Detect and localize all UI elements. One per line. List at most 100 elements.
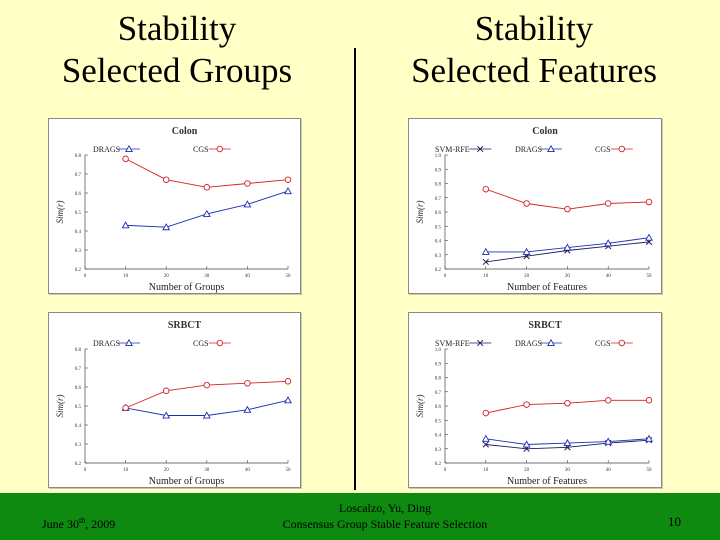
footer-date-day: June 30 (42, 517, 79, 531)
data-point-drags (284, 186, 292, 195)
legend-label-cgs: CGS (193, 145, 209, 154)
data-point-drags (604, 437, 613, 445)
chart-title: Colon (172, 126, 198, 137)
data-point-svm-rfe (482, 441, 489, 448)
data-point-drags (243, 405, 252, 413)
x-tick-label: 0 (84, 468, 87, 473)
data-point-drags (645, 233, 653, 241)
x-tick-label: 20 (164, 468, 170, 473)
title-line-2: Selected Groups (61, 51, 293, 90)
chart-svg: SRBCT SVM-RFE DRAGS CGS 0.2 0.3 0.4 0.5 0.6 0.7 0.… (415, 320, 653, 487)
y-tick-label: 0.2 (435, 462, 442, 467)
title-line-1: Stability (474, 9, 594, 48)
footer-date: June 30th, 2009 (42, 516, 115, 532)
data-point-cgs (523, 401, 530, 408)
x-tick-label: 40 (245, 274, 251, 279)
legend-label-drags: DRAGS (515, 339, 542, 348)
chart-colon-groups: Colon DRAGS CGS 0.2 0.3 0.4 0.5 0.6 0.7 0.8 0 10 20 3… (48, 118, 301, 294)
x-tick-label: 50 (647, 274, 653, 279)
y-tick-label: 0.6 (75, 192, 82, 197)
data-point-cgs (244, 379, 251, 387)
data-point-cgs (645, 198, 653, 206)
legend-label-cgs: CGS (595, 145, 611, 154)
data-point-cgs (203, 184, 211, 191)
x-tick-label: 30 (204, 274, 210, 279)
legend-marker-cgs (216, 339, 224, 347)
page-number: 10 (668, 514, 681, 529)
series-line-cgs (125, 158, 289, 188)
data-point-drags (604, 239, 613, 247)
y-axis-label: Sim(r) (55, 201, 65, 224)
y-tick-label: 0.6 (435, 405, 442, 410)
legend-label-svm-rfe: SVM-RFE (435, 339, 470, 348)
y-tick-label: 0.2 (435, 268, 442, 273)
footer-authors: Loscalzo, Yu, Ding (338, 501, 432, 515)
y-tick-label: 0.3 (75, 249, 82, 254)
legend-marker-cgs (216, 145, 224, 153)
x-tick-label: 10 (123, 274, 129, 279)
y-tick-label: 0.8 (75, 154, 82, 159)
data-point-cgs (564, 399, 571, 407)
chart-svg: Colon SVM-RFE DRAGS CGS 0.2 0.3 0.4 0.5 0.6 0.7 0.… (415, 126, 653, 293)
y-tick-label: 0.6 (75, 386, 82, 391)
x-tick-label: 40 (606, 274, 612, 279)
y-tick-label: 0.9 (435, 168, 442, 173)
x-tick-label: 40 (245, 468, 251, 473)
chart-colon-features: Colon SVM-RFE DRAGS CGS 0.2 0.3 0.4 0.5 0.6 0.7 0.… (408, 118, 662, 294)
y-tick-label: 1.0 (435, 348, 442, 353)
chart-svg: Colon DRAGS CGS 0.2 0.3 0.4 0.5 0.6 0.7 0.8 0 10 20 3… (55, 126, 292, 293)
chart-title: SRBCT (528, 320, 562, 331)
data-point-drags (243, 200, 252, 208)
title-line-1: Stability (117, 9, 237, 48)
data-point-drags (481, 434, 490, 442)
data-point-drags (645, 434, 653, 442)
legend-label-drags: DRAGS (515, 145, 542, 154)
y-tick-label: 0.7 (75, 367, 82, 372)
data-point-drags (563, 438, 572, 447)
legend-label-drags: DRAGS (93, 145, 120, 154)
legend-label-cgs: CGS (595, 339, 611, 348)
y-tick-label: 0.2 (75, 462, 82, 467)
legend-marker-cgs (618, 339, 626, 347)
chart-srbct-groups: SRBCT DRAGS CGS 0.2 0.3 0.4 0.5 0.6 0.7 0.8 0 10 20 3… (48, 312, 301, 488)
legend-marker-cgs (618, 145, 626, 153)
y-axis-label: Sim(r) (415, 395, 425, 418)
y-tick-label: 0.7 (435, 391, 442, 396)
data-point-cgs (482, 409, 490, 417)
data-point-drags (284, 396, 292, 404)
x-axis-label: Number of Features (507, 282, 587, 293)
x-tick-label: 0 (84, 274, 87, 279)
y-tick-label: 0.4 (75, 230, 82, 235)
footer-bar (0, 493, 720, 540)
data-point-cgs (482, 185, 490, 193)
y-tick-label: 0.5 (435, 225, 442, 230)
x-tick-label: 0 (444, 468, 447, 473)
y-tick-label: 0.3 (435, 254, 442, 259)
x-tick-label: 30 (204, 468, 210, 473)
data-point-cgs (203, 381, 211, 389)
y-tick-label: 0.9 (435, 362, 442, 367)
legend-marker-svm-rfe (477, 339, 484, 347)
data-point-drags (162, 223, 171, 231)
legend-marker-drags (547, 144, 555, 153)
x-tick-label: 40 (606, 468, 612, 473)
legend-marker-drags (125, 338, 133, 347)
x-axis-label: Number of Groups (149, 476, 225, 487)
legend-label-drags: DRAGS (93, 339, 120, 348)
x-tick-label: 10 (483, 468, 489, 473)
legend-marker-svm-rfe (477, 145, 484, 153)
data-point-cgs (284, 176, 292, 183)
data-point-drags (121, 221, 130, 229)
series-line-drags (125, 190, 289, 228)
chart-svg: SRBCT DRAGS CGS 0.2 0.3 0.4 0.5 0.6 0.7 0.8 0 10 20 3… (55, 320, 292, 487)
y-tick-label: 0.6 (435, 211, 442, 216)
data-point-cgs (523, 200, 530, 207)
data-point-cgs (564, 205, 571, 213)
x-tick-label: 0 (444, 274, 447, 279)
x-tick-label: 50 (286, 274, 292, 279)
footer-center: Loscalzo, Yu, Ding Consensus Group Stabl… (240, 500, 530, 532)
data-point-svm-rfe (482, 258, 489, 266)
x-tick-label: 20 (524, 274, 530, 279)
y-tick-label: 1.0 (435, 154, 442, 159)
x-tick-label: 20 (164, 274, 170, 279)
